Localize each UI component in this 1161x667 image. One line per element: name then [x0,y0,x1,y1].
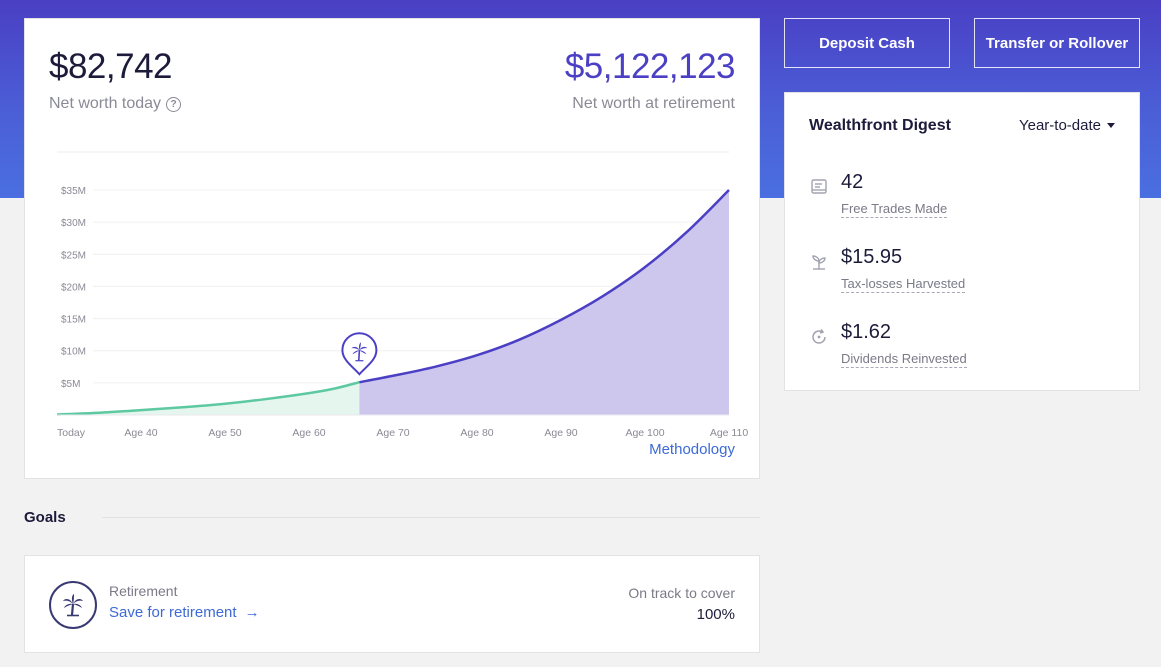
x-tick-label: Age 90 [544,427,577,439]
digest-item-label[interactable]: Free Trades Made [841,201,948,218]
y-tick-label: $15M [61,315,86,326]
digest-title: Wealthfront Digest [809,117,951,134]
digest-item: $1.62 Dividends Reinvested [809,321,1119,381]
post-retirement-line [359,189,730,384]
digest-item-label[interactable]: Tax-losses Harvested [841,276,966,293]
goal-track-label: On track to cover [628,585,735,601]
y-tick-label: $25M [61,250,86,261]
goal-category: Retirement [109,583,178,599]
transfer-or-rollover-button[interactable]: Transfer or Rollover [974,18,1140,68]
y-tick-label: $10M [61,347,86,358]
x-tick-label: Age 70 [376,427,409,439]
methodology-link[interactable]: Methodology [649,441,735,458]
palm-tree-icon [49,581,97,629]
digest-period-dropdown[interactable]: Year-to-date [1019,117,1115,134]
y-tick-label: $20M [61,282,86,293]
arrow-right-icon: → [244,604,260,621]
help-icon[interactable]: ? [166,96,182,112]
digest-period-label: Year-to-date [1018,117,1101,134]
digest-item-label[interactable]: Dividends Reinvested [841,351,967,368]
caret-down-icon [1107,123,1115,128]
x-tick-label: Age 40 [124,427,157,439]
x-tick-label: Age 50 [208,427,241,439]
net-worth-retirement-value: $5,122,123 [564,47,736,86]
y-tick-label: $35M [61,186,86,197]
digest-item-value: 42 [841,171,864,193]
goal-link-label: Save for retirement [109,604,237,621]
plant-icon [812,255,826,270]
refresh-icon [812,329,826,344]
net-worth-card: $82,742 Net worth today ? $5,122,123 Net… [24,18,760,479]
x-tick-label: Age 60 [292,427,325,439]
deposit-cash-button[interactable]: Deposit Cash [784,18,950,68]
digest-item: $15.95 Tax-losses Harvested [809,246,1119,306]
goal-card-retirement[interactable]: Retirement Save for retirement → On trac… [24,555,760,653]
net-worth-today-value: $82,742 [49,47,173,86]
y-tick-label: $30M [61,218,86,229]
digest-item-value: $1.62 [841,321,892,343]
retirement-pin-icon[interactable] [341,332,378,376]
net-worth-projection-chart[interactable]: $35M $30M $25M $20M $15M $10M $5M Today Age 40 A… [25,139,761,439]
save-for-retirement-link[interactable]: Save for retirement → [109,604,260,621]
x-tick-label: Age 110 [710,427,748,439]
digest-item-value: $15.95 [841,246,903,268]
x-tick-label: Age 80 [460,427,493,439]
y-tick-label: $5M [61,379,80,390]
receipt-icon [811,179,827,194]
goals-divider [102,517,760,518]
net-worth-today-label: Net worth today [49,95,162,112]
goal-track-value: 100% [696,606,735,623]
digest-item: 42 Free Trades Made [809,171,1119,231]
pre-retirement-area [57,382,360,415]
wealthfront-digest-card: Wealthfront Digest Year-to-date 42 Free … [784,92,1140,391]
post-retirement-area [359,190,729,415]
goals-heading: Goals [24,509,66,526]
x-tick-label: Age 100 [625,427,664,439]
pre-retirement-line [56,381,360,416]
net-worth-retirement-label: Net worth at retirement [572,95,735,112]
x-tick-label: Today [57,427,86,439]
net-worth-today-label-row: Net worth today ? [49,95,182,113]
